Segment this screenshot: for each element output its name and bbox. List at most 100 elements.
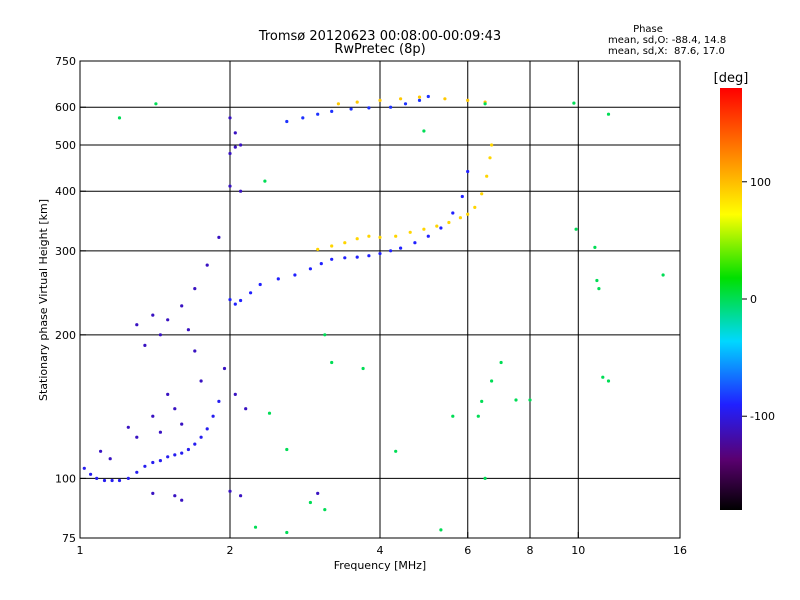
data-point — [323, 333, 327, 337]
data-point — [480, 192, 484, 196]
data-point — [319, 262, 323, 266]
data-point — [394, 234, 398, 238]
data-point — [439, 226, 443, 230]
data-point — [244, 407, 248, 411]
data-point — [572, 101, 576, 105]
data-point — [158, 430, 162, 434]
data-point — [239, 189, 243, 193]
data-point — [95, 476, 99, 480]
x-tick-label: 6 — [464, 544, 471, 557]
data-point — [417, 95, 422, 99]
data-point — [439, 528, 443, 532]
data-point — [151, 491, 155, 495]
y-tick-label: 100 — [55, 472, 76, 485]
x-tick-label: 1 — [77, 544, 84, 557]
data-point — [180, 451, 184, 455]
data-point — [263, 179, 267, 183]
colorbar — [720, 88, 742, 510]
x-tick-label: 4 — [377, 544, 384, 557]
colorbar-tick-label: 100 — [750, 176, 771, 189]
data-point — [426, 234, 430, 238]
data-point — [166, 392, 170, 396]
data-point — [233, 131, 237, 135]
data-point — [399, 97, 403, 101]
x-tick-label: 8 — [527, 544, 534, 557]
data-point — [367, 254, 371, 258]
data-point — [528, 398, 532, 402]
data-point — [301, 116, 305, 120]
data-point — [389, 105, 393, 109]
y-tick-label: 300 — [55, 245, 76, 258]
y-tick-label: 75 — [62, 532, 76, 545]
data-point — [466, 169, 470, 174]
data-point — [293, 273, 297, 277]
data-point — [151, 460, 155, 465]
phase-stats-o: mean, sd,O: -88.4, 14.8 — [608, 35, 726, 46]
data-point — [483, 102, 487, 106]
data-point — [186, 447, 190, 452]
data-point — [285, 119, 289, 124]
data-point — [443, 97, 447, 101]
data-point — [323, 508, 327, 512]
data-point — [151, 313, 155, 317]
data-point — [499, 360, 503, 365]
data-point — [413, 241, 417, 245]
chart-title: Tromsø 20120623 00:08:00-00:09:43 — [258, 29, 501, 44]
data-point — [316, 247, 320, 251]
data-point — [308, 500, 312, 505]
data-point — [343, 256, 347, 260]
data-point — [330, 109, 334, 113]
data-point — [488, 156, 492, 160]
data-point — [466, 98, 470, 102]
x-tick-label: 16 — [673, 544, 687, 557]
data-point — [316, 491, 320, 495]
data-point — [378, 235, 382, 239]
data-point — [574, 227, 578, 231]
data-point — [199, 435, 203, 439]
data-point — [239, 298, 243, 303]
data-point — [460, 194, 464, 199]
data-point — [597, 287, 601, 291]
data-point — [193, 442, 197, 446]
data-point — [173, 407, 177, 411]
data-point — [205, 427, 209, 431]
data-point — [308, 267, 312, 271]
data-point — [228, 489, 232, 493]
data-point — [154, 102, 158, 106]
data-point — [135, 470, 139, 474]
data-point — [233, 392, 237, 396]
data-point — [476, 414, 480, 418]
data-point — [180, 304, 184, 308]
data-point — [117, 478, 122, 483]
data-point — [349, 107, 353, 111]
x-tick-label: 2 — [227, 544, 234, 557]
data-point — [355, 255, 359, 259]
colorbar-ticks: 100 0 -100 — [742, 176, 775, 423]
data-point — [399, 246, 403, 250]
data-point — [661, 273, 665, 277]
data-point — [143, 464, 147, 468]
data-point — [394, 449, 398, 453]
data-point — [89, 472, 93, 476]
data-point — [336, 102, 340, 106]
data-point — [480, 399, 484, 403]
data-point — [355, 237, 359, 241]
data-point — [490, 379, 494, 383]
data-point — [595, 278, 599, 283]
data-point — [166, 318, 170, 322]
data-point — [417, 98, 422, 102]
data-point — [258, 282, 262, 287]
data-point — [466, 212, 470, 216]
data-point — [158, 459, 162, 463]
data-point — [606, 379, 611, 383]
data-point — [249, 291, 253, 295]
phase-stats-x: mean, sd,X: 87.6, 17.0 — [608, 46, 725, 57]
x-axis-ticks: 1 2 4 6 8 10 16 — [77, 532, 687, 557]
data-point — [403, 102, 408, 106]
data-point — [108, 457, 112, 461]
data-point — [126, 476, 130, 480]
x-axis-label: Frequency [MHz] — [334, 559, 426, 572]
data-point — [435, 224, 439, 228]
data-point — [217, 235, 221, 239]
